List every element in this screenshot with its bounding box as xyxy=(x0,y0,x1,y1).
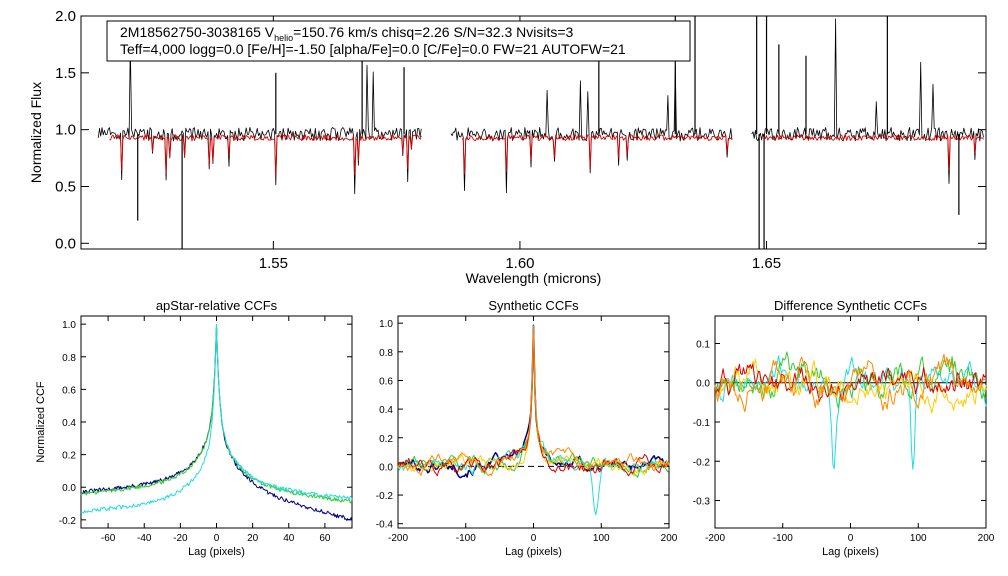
y-tick-label: 0.6 xyxy=(62,385,76,396)
observed-spectrum-line xyxy=(450,65,733,194)
v-label: V xyxy=(265,24,275,40)
y-tick-label: -0.2 xyxy=(693,457,711,468)
info-line-1: 2M18562750-3038165 Vhelio=150.76 km/s ch… xyxy=(120,24,574,43)
y-tick-label: 0.1 xyxy=(696,339,710,350)
v-sub: helio xyxy=(274,33,293,43)
y-tick-label: 0.0 xyxy=(62,483,76,494)
x-tick-label: 1.60 xyxy=(505,255,534,272)
y-tick-label: -0.1 xyxy=(693,418,711,429)
apstar-ccf-panel: -60 -40 -20 0 20 40 60 -0.2 0.0 0.2 0.4 0.6 0.8 1.0 La… xyxy=(35,298,353,558)
x-tick-label: 200 xyxy=(978,533,995,544)
y-tick-label: 1.0 xyxy=(62,320,76,331)
x-tick-label: 40 xyxy=(283,533,295,544)
y-tick-label: 0.0 xyxy=(55,235,76,252)
info-box xyxy=(106,20,691,62)
y-tick-label: 1.0 xyxy=(379,319,393,330)
x-tick-label: 0 xyxy=(531,533,537,544)
x-tick-label: 20 xyxy=(247,533,259,544)
ccf-line-visit2 xyxy=(80,324,353,504)
diff-line-synth1 xyxy=(714,355,987,470)
x-tick-label: -100 xyxy=(773,533,793,544)
x-tick-label: -20 xyxy=(173,533,188,544)
y-tick-label: 0.8 xyxy=(379,348,393,359)
x-axis-label: Lag (pixels) xyxy=(822,546,879,558)
y-tick-label: 0.5 xyxy=(55,178,76,195)
x-tick-label: 100 xyxy=(910,533,927,544)
y-tick-label: 0.2 xyxy=(62,451,76,462)
y-tick-label: 0.0 xyxy=(379,462,393,473)
x-axis-label: Lag (pixels) xyxy=(188,546,245,558)
x-tick-label: 1.55 xyxy=(259,255,288,272)
diff-line-synth5 xyxy=(714,353,987,413)
x-tick-label: -100 xyxy=(456,533,476,544)
x-tick-label: 1.65 xyxy=(752,255,781,272)
y-tick-label: -0.3 xyxy=(693,497,711,508)
x-tick-label: -200 xyxy=(388,533,408,544)
plot-frame xyxy=(714,315,987,529)
x-tick-label: 200 xyxy=(661,533,678,544)
ccf-line-visit3 xyxy=(80,323,353,514)
x-tick-label: 0 xyxy=(848,533,854,544)
star-id: 2M18562750-3038165 xyxy=(120,24,265,40)
y-tick-label: -0.2 xyxy=(59,516,77,527)
y-tick-label: 1.0 xyxy=(55,122,76,139)
panel-title: Synthetic CCFs xyxy=(488,298,579,313)
y-axis-label: Normalized CCF xyxy=(35,381,47,463)
y-tick-label: -0.4 xyxy=(376,520,394,531)
observed-spectrum-line xyxy=(97,42,422,195)
panel-title: apStar-relative CCFs xyxy=(156,298,278,313)
x-tick-label: -60 xyxy=(101,533,116,544)
synthetic-ccf-panel: -200 -100 0 100 200 -0.4 -0.2 0.0 0.2 0.4 0.6 0.8 1.… xyxy=(376,298,678,558)
x-tick-label: 0 xyxy=(214,533,220,544)
y-tick-label: 1.5 xyxy=(55,65,76,82)
y-axis-label: Normalized Flux xyxy=(28,82,44,183)
plot-frame xyxy=(80,15,987,250)
x-tick-label: -200 xyxy=(705,533,725,544)
spectrum-panel: 1.55 1.60 1.65 0.0 0.5 1.0 1.5 2.0 Wavelength (m… xyxy=(28,8,987,286)
y-tick-label: 0.6 xyxy=(379,376,393,387)
y-tick-label: 0.4 xyxy=(379,405,393,416)
ccf-line-synth5 xyxy=(397,326,670,477)
panel-title: Difference Synthetic CCFs xyxy=(774,298,927,313)
y-tick-label: 2.0 xyxy=(55,8,76,25)
model-spectrum-line xyxy=(109,134,422,178)
x-axis-label: Lag (pixels) xyxy=(505,546,562,558)
y-tick-label: 0.0 xyxy=(696,379,710,390)
difference-ccf-panel: -200 -100 0 100 200 -0.3 -0.2 -0.1 0.0 0.1 Lag (pi… xyxy=(693,298,995,558)
y-tick-label: 0.2 xyxy=(379,434,393,445)
model-spectrum-line xyxy=(762,134,984,171)
v-value: =150.76 km/s chisq=2.26 S/N=32.3 Nvisits… xyxy=(293,24,573,40)
x-tick-label: 60 xyxy=(319,533,331,544)
info-line-2: Teff=4,000 logg=0.0 [Fe/H]=-1.50 [alpha/… xyxy=(120,41,626,57)
y-tick-label: 0.8 xyxy=(62,353,76,364)
diff-line-synth4 xyxy=(714,363,987,403)
y-tick-label: -0.2 xyxy=(376,491,394,502)
x-tick-label: -40 xyxy=(137,533,152,544)
model-spectrum-line xyxy=(461,134,733,175)
observed-spectrum-line xyxy=(751,18,984,185)
x-tick-label: 100 xyxy=(593,533,610,544)
y-tick-label: 0.4 xyxy=(62,418,76,429)
x-axis-label: Wavelength (microns) xyxy=(466,270,602,286)
